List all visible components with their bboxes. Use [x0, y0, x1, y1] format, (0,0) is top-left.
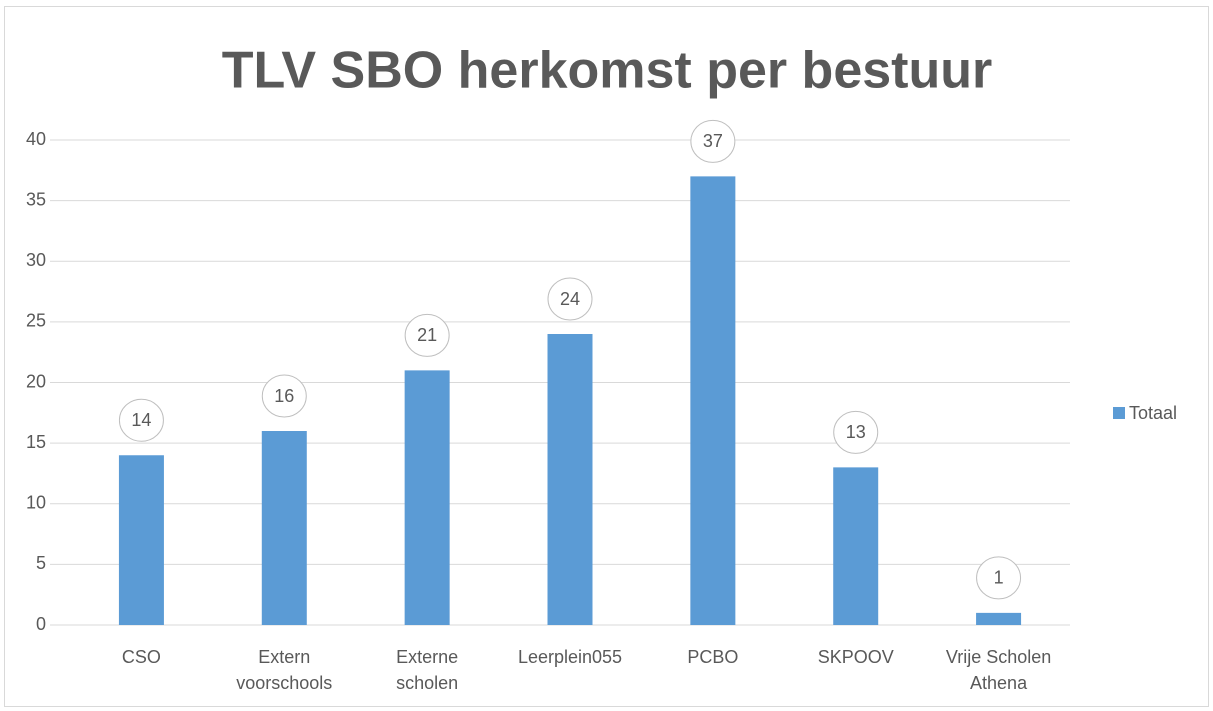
legend-swatch: [1113, 407, 1125, 419]
chart-title: TLV SBO herkomst per bestuur: [222, 42, 993, 100]
y-tick-label: 20: [26, 371, 46, 391]
legend-label: Totaal: [1129, 403, 1177, 423]
x-tick-label: SKPOOV: [818, 647, 894, 667]
data-label-bubble: [404, 313, 450, 357]
data-label-bubble: [690, 119, 736, 163]
data-label: 24: [560, 289, 580, 309]
y-tick-label: 30: [26, 250, 46, 270]
bar: [261, 431, 307, 625]
data-label-bubble: [118, 398, 164, 442]
data-label-bubble: [261, 374, 307, 418]
y-tick-label: 5: [36, 553, 46, 573]
data-label-bubble: [833, 410, 879, 454]
bar: [547, 334, 593, 625]
x-tick-label: PCBO: [687, 647, 738, 667]
bar: [690, 176, 736, 625]
data-label-bubble: [976, 556, 1022, 600]
x-tick-label: Externe scholen: [396, 647, 458, 693]
data-label: 13: [846, 422, 866, 442]
data-label: 1: [994, 568, 1004, 588]
y-tick-label: 15: [26, 432, 46, 452]
data-label: 21: [417, 325, 437, 345]
bar: [404, 370, 450, 625]
y-tick-label: 35: [26, 189, 46, 209]
y-tick-label: 40: [26, 129, 46, 149]
x-tick-label: Extern voorschools: [236, 647, 332, 693]
x-tick-label: Leerplein055: [518, 647, 622, 667]
x-tick-label: CSO: [122, 647, 161, 667]
data-label-bubble: [547, 277, 593, 321]
data-label: 16: [274, 386, 294, 406]
x-tick-label: Vrije Scholen Athena: [946, 647, 1051, 693]
y-tick-label: 10: [26, 493, 46, 513]
data-label: 37: [703, 131, 723, 151]
bar: [833, 467, 879, 625]
data-label: 14: [131, 410, 151, 430]
chart-border: [4, 6, 1209, 707]
y-tick-label: 25: [26, 311, 46, 331]
bar: [118, 455, 164, 625]
bar: [976, 612, 1022, 625]
y-tick-label: 0: [36, 614, 46, 634]
